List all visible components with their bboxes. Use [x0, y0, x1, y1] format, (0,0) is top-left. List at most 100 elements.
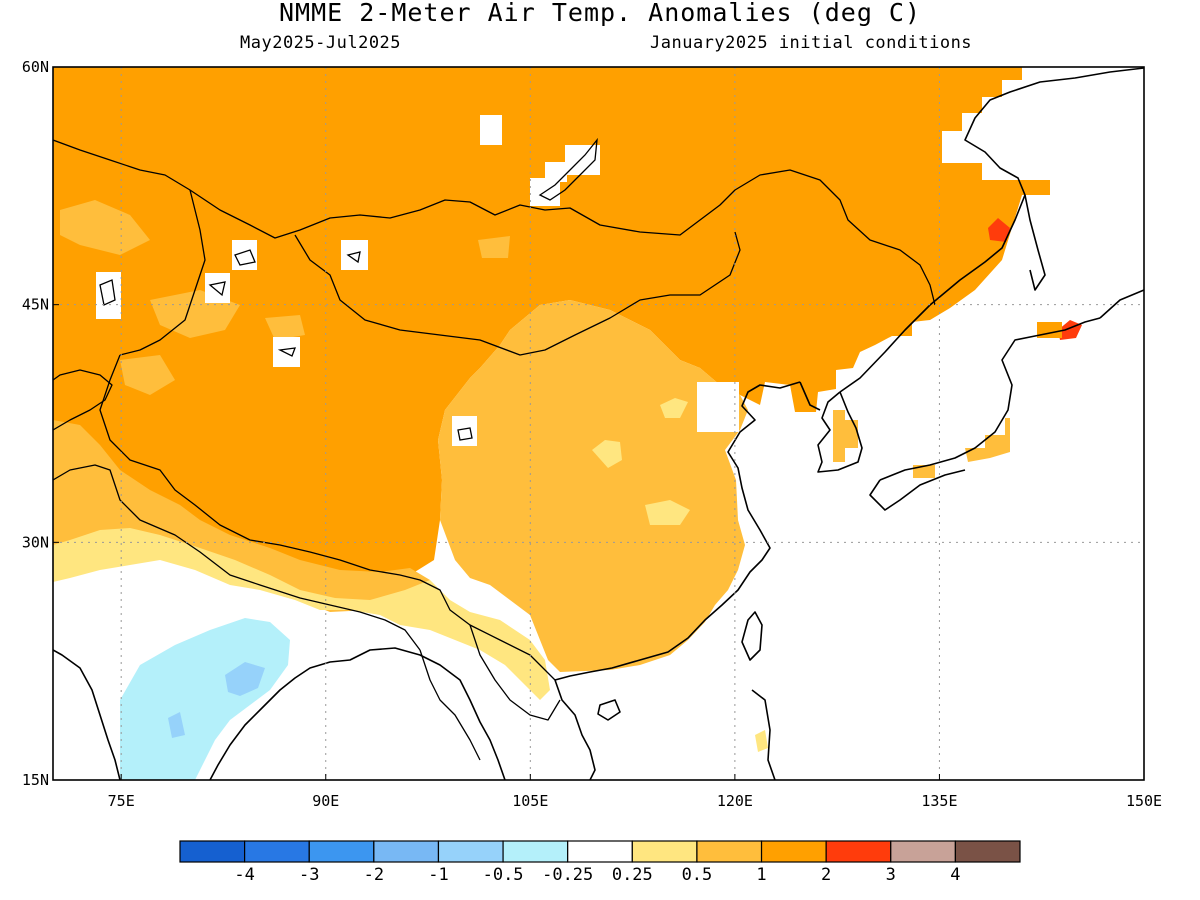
masked-cell-ubsu — [341, 240, 368, 270]
coastline-india-west — [53, 649, 121, 780]
coastline-taiwan — [741, 611, 763, 661]
map-area — [53, 67, 1144, 780]
coastline-korea — [817, 391, 863, 473]
colorbar-box — [567, 840, 633, 863]
colorbar-box — [502, 840, 569, 863]
country-borders — [53, 139, 936, 761]
anomaly-hotspot-sakhalin-coast — [988, 218, 1010, 242]
lon-tick-label: 150E — [1126, 792, 1162, 810]
colorbar-label: -0.5 — [483, 865, 524, 885]
masked-cell-lop — [273, 337, 300, 367]
anomaly-patch-central-china — [592, 440, 622, 468]
masked-cell-aral — [96, 272, 121, 319]
coastline-luzon — [751, 689, 776, 780]
anomaly-patch-north-india — [120, 355, 175, 395]
anomaly-patch-yellow-sea — [660, 398, 688, 418]
colorbar-label: -3 — [299, 865, 319, 885]
lake-lop — [277, 347, 296, 357]
coastlines — [53, 67, 1144, 780]
coastline-bay-of-bengal — [209, 647, 506, 780]
anomaly-patch-hunan — [645, 500, 690, 525]
anomaly-patch-taiwan — [755, 730, 768, 752]
anomaly-patch-japan — [965, 418, 1010, 462]
lon-tick-label: 120E — [717, 792, 753, 810]
colorbar-box — [890, 840, 956, 863]
anomaly-patch-sakhalin-warm — [1022, 180, 1050, 195]
colorbar-labels: -4 -3 -2 -1 -0.5 -0.25 0.25 0.5 1 2 3 4 — [234, 865, 960, 885]
colorbar-label: 2 — [821, 865, 831, 885]
coastline-japan-south — [869, 469, 966, 511]
anomaly-patch-west — [53, 420, 430, 612]
coastline-japan — [879, 317, 1101, 481]
masked-cell-baikal-1 — [545, 162, 567, 182]
masked-cell-issyk — [205, 273, 230, 303]
colorbar-box — [373, 840, 440, 863]
coastline-mainland — [839, 67, 1144, 393]
coastline-hainan — [597, 699, 621, 721]
colorbar-label: -4 — [234, 865, 254, 885]
lat-tick-label: 60N — [22, 58, 49, 76]
anomaly-patch-kazakh — [60, 200, 150, 255]
border-kazakh-china — [119, 189, 206, 356]
border-indochina — [469, 624, 561, 721]
lon-tick-label: 135E — [921, 792, 957, 810]
anomaly-patch-mongolia — [478, 236, 510, 258]
coastline-kamchatka — [1099, 289, 1144, 319]
colorbar-label: 3 — [886, 865, 896, 885]
latitude-labels: 15N 30N 45N 60N — [22, 58, 59, 789]
border-russia-south — [53, 139, 936, 306]
border-china-west — [99, 354, 556, 681]
colorbar-box — [244, 840, 310, 863]
lake-baikal — [538, 137, 598, 201]
longitude-labels: 75E 90E 105E 120E 135E 150E — [108, 774, 1162, 810]
lake-balkhash — [234, 249, 256, 266]
lake-ubsu — [346, 251, 361, 264]
colorbar-boxes — [179, 840, 1021, 863]
colorbar-label: 4 — [950, 865, 960, 885]
anomaly-region-weak-warm — [53, 528, 550, 700]
coastline-indochina — [554, 679, 596, 780]
coastline-bohai — [799, 381, 821, 411]
colorbar-box — [825, 840, 892, 863]
colorbar-label: 0.25 — [612, 865, 653, 885]
colorbar-label: -1 — [428, 865, 448, 885]
colorbar-label: 1 — [756, 865, 766, 885]
map-frame — [52, 66, 1145, 781]
colorbar-box — [760, 840, 827, 863]
lakes — [99, 137, 598, 441]
colorbar-box — [696, 840, 763, 863]
border-afghanistan — [53, 369, 113, 431]
valid-period-label: May2025-Jul2025 — [240, 33, 402, 53]
map-title: NMME 2-Meter Air Temp. Anomalies (deg C) — [278, 0, 922, 27]
lake-issyk-kul — [208, 281, 226, 297]
colorbar-box — [179, 840, 246, 863]
lake-aral — [99, 279, 116, 306]
border-india-myanmar — [419, 649, 481, 761]
colorbar-label: -2 — [364, 865, 384, 885]
anomaly-region-moderate-warm — [438, 300, 748, 672]
anomaly-region-slight-cool — [120, 618, 290, 780]
anomaly-region-cool-core — [225, 662, 265, 696]
colorbar-box — [631, 840, 698, 863]
border-mongolia-south — [294, 231, 741, 356]
lon-tick-label: 90E — [312, 792, 339, 810]
anomaly-patch-xinjiang — [265, 315, 305, 340]
colorbar-box — [437, 840, 504, 863]
coastline-china-east — [554, 381, 801, 681]
masked-cell-baikal-n — [480, 115, 502, 145]
colorbar-label: 0.5 — [682, 865, 713, 885]
anomaly-patch-korea — [833, 410, 858, 462]
lat-tick-label: 30N — [22, 533, 49, 551]
colorbar-box — [308, 840, 375, 863]
lake-qinghai — [457, 427, 473, 441]
initial-conditions-label: January2025 initial conditions — [650, 33, 973, 53]
masked-cell-qinghai — [452, 416, 477, 446]
coastline-sakhalin — [1024, 194, 1046, 291]
colorbar-box — [954, 840, 1021, 863]
masked-cell-bohai — [697, 382, 739, 432]
colorbar-label: -0.25 — [542, 865, 593, 885]
anomaly-patch-cool-south — [168, 712, 185, 738]
border-india-north — [53, 464, 421, 651]
lat-tick-label: 45N — [22, 296, 49, 314]
